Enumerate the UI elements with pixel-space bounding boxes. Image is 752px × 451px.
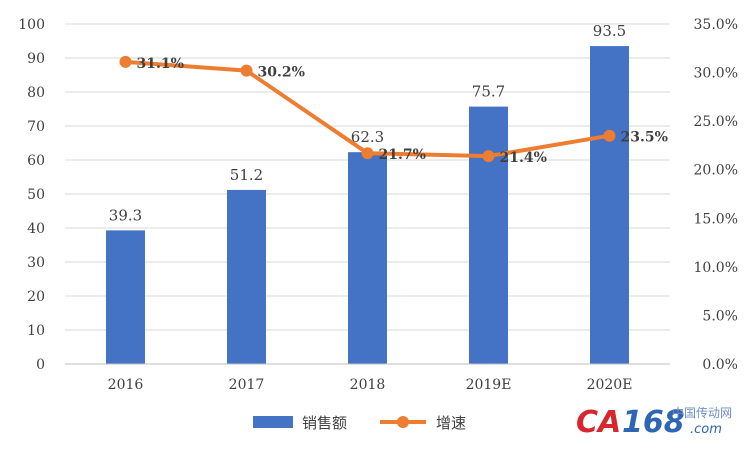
bar-sales	[106, 230, 145, 364]
growth-point	[240, 64, 253, 77]
x-tick-label: 2017	[229, 377, 265, 393]
y-right-tick-label: 35.0%	[694, 17, 738, 33]
growth-point	[603, 129, 616, 142]
watermark-domain: .com	[690, 422, 722, 437]
legend-label-sales: 销售额	[302, 414, 347, 432]
y-left-tick-label: 90	[27, 51, 45, 67]
growth-point-label: 31.1%	[137, 56, 184, 72]
y-left-tick-label: 50	[27, 187, 45, 203]
y-left-tick-label: 30	[27, 255, 45, 271]
bar-sales-label: 75.7	[472, 83, 505, 101]
growth-point-label: 23.5%	[621, 130, 668, 146]
x-tick-label: 2018	[350, 377, 386, 393]
legend-swatch-growth-marker	[397, 416, 409, 428]
growth-point-label: 30.2%	[258, 65, 305, 81]
growth-point-label: 21.7%	[379, 147, 426, 163]
y-left-tick-label: 70	[27, 119, 45, 135]
y-left-tick-label: 40	[27, 221, 45, 237]
y-left-tick-label: 20	[27, 289, 45, 305]
bar-sales	[590, 46, 629, 364]
bar-sales-label: 62.3	[351, 128, 384, 146]
y-left-tick-label: 80	[27, 85, 45, 101]
y-left-tick-label: 10	[27, 323, 45, 339]
y-right-tick-label: 0.0%	[702, 357, 738, 373]
watermark-brand-ca: CA	[576, 405, 621, 440]
y-right-tick-label: 10.0%	[694, 260, 738, 276]
y-right-tick-label: 5.0%	[702, 308, 738, 324]
x-tick-label: 2019E	[466, 377, 512, 393]
watermark-brand-168: 168	[622, 405, 685, 440]
y-right-tick-label: 30.0%	[694, 66, 738, 82]
bar-sales-label: 39.3	[109, 206, 142, 224]
y-left-tick-label: 0	[36, 357, 45, 373]
growth-point	[119, 55, 132, 68]
y-left-tick-label: 100	[18, 17, 45, 33]
y-right-tick-label: 20.0%	[694, 163, 738, 179]
growth-point	[361, 147, 374, 160]
bar-sales	[469, 106, 508, 365]
legend: 销售额 增速	[253, 414, 466, 432]
y-left-tick-label: 60	[27, 153, 45, 169]
growth-point	[482, 150, 495, 163]
bar-sales	[227, 189, 266, 364]
watermark-site-name: 中国传动网	[672, 405, 732, 420]
y-right-tick-label: 15.0%	[694, 211, 738, 227]
watermark-logo: CA 168 .com 中国传动网	[576, 405, 732, 440]
bar-sales-label: 51.2	[230, 166, 263, 184]
growth-point-label: 21.4%	[500, 150, 547, 166]
x-tick-label: 2016	[108, 377, 144, 393]
y-right-tick-label: 25.0%	[694, 114, 738, 130]
legend-label-growth: 增速	[436, 414, 466, 432]
bar-sales-label: 93.5	[593, 22, 626, 40]
bar-sales	[348, 152, 387, 364]
legend-swatch-sales	[253, 416, 293, 428]
x-tick-label: 2020E	[587, 377, 633, 393]
